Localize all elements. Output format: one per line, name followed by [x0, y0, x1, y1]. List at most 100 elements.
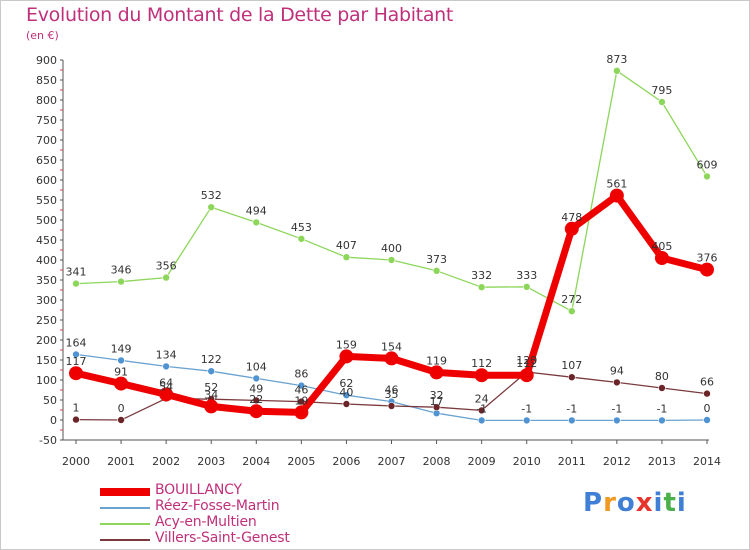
x-tick-label: 2004 [242, 455, 270, 468]
data-point-acy-en-multien [207, 203, 216, 211]
logo-letter: r [603, 488, 617, 518]
data-point-villers-saint-genest [297, 397, 306, 406]
data-label-villers-saint-genest: 52 [204, 381, 218, 394]
y-tick-label: 700 [36, 134, 57, 147]
data-label-bouillancy: 19 [294, 394, 308, 407]
data-point-acy-en-multien [117, 277, 125, 286]
y-tick-label: 50 [43, 394, 57, 407]
data-label-acy-en-multien: 795 [651, 84, 672, 97]
x-tick-label: 2011 [558, 455, 586, 468]
data-label-reez-fosse-martin: -1 [566, 402, 577, 415]
y-tick-label: 200 [36, 334, 57, 347]
legend-swatch [100, 506, 150, 510]
axes: -500501001502002503003504004505005506006… [36, 54, 721, 468]
data-label-acy-en-multien: 532 [201, 189, 222, 202]
data-point-bouillancy [429, 365, 444, 380]
data-label-villers-saint-genest: 24 [475, 392, 489, 405]
data-point-villers-saint-genest [567, 373, 576, 382]
x-tick-label: 2010 [513, 455, 541, 468]
data-point-villers-saint-genest [387, 402, 396, 410]
data-point-acy-en-multien [522, 282, 531, 291]
y-tick-label: 0 [50, 414, 57, 427]
legend-label: Villers-Saint-Genest [155, 530, 290, 546]
data-point-reez-fosse-martin [117, 356, 125, 365]
data-label-bouillancy: 117 [66, 355, 87, 368]
data-point-bouillancy [654, 251, 669, 265]
data-point-reez-fosse-martin [522, 416, 531, 425]
series-reez-fosse-martin [72, 350, 711, 425]
logo-letter: o [616, 488, 636, 518]
data-label-bouillancy: 159 [336, 338, 357, 351]
data-label-bouillancy: 112 [471, 357, 492, 370]
data-point-bouillancy [384, 351, 399, 366]
data-label-acy-en-multien: 873 [606, 53, 627, 66]
series-bouillancy [69, 188, 714, 420]
data-label-reez-fosse-martin: -1 [521, 402, 532, 415]
legend-label: BOUILLANCY [155, 482, 242, 498]
logo-letter: P [583, 488, 604, 518]
data-label-villers-saint-genest: 35 [385, 388, 399, 401]
y-tick-label: 350 [36, 274, 57, 287]
data-label-villers-saint-genest: 0 [118, 402, 125, 415]
series-acy-en-multien [72, 67, 711, 316]
data-point-villers-saint-genest [703, 389, 711, 398]
data-label-acy-en-multien: 407 [336, 239, 357, 252]
y-tick-label: 550 [36, 194, 57, 207]
data-label-villers-saint-genest: 120 [516, 354, 537, 367]
data-label-reez-fosse-martin: -1 [611, 402, 622, 415]
y-tick-label: 850 [36, 74, 57, 87]
data-point-acy-en-multien [613, 67, 621, 75]
data-label-reez-fosse-martin: 134 [156, 348, 177, 361]
data-label-villers-saint-genest: 49 [249, 382, 263, 395]
data-point-bouillancy [249, 404, 264, 419]
x-tick-label: 2006 [332, 455, 360, 468]
data-point-reez-fosse-martin [477, 416, 486, 425]
data-point-villers-saint-genest [72, 415, 80, 424]
legend-swatch [100, 488, 150, 496]
data-point-bouillancy [700, 262, 714, 277]
data-point-acy-en-multien [658, 98, 666, 106]
data-label-acy-en-multien: 494 [246, 204, 267, 217]
data-point-villers-saint-genest [613, 378, 621, 387]
data-label-acy-en-multien: 346 [111, 264, 132, 277]
data-point-reez-fosse-martin [567, 416, 576, 425]
data-label-bouillancy: 561 [606, 178, 627, 191]
y-tick-label: 800 [36, 94, 57, 107]
y-tick-label: 300 [36, 294, 57, 307]
y-tick-label: 600 [36, 174, 57, 187]
data-point-reez-fosse-martin [703, 416, 711, 424]
x-tick-label: 2002 [152, 455, 180, 468]
x-tick-label: 2009 [468, 455, 496, 468]
legend-item-acy-en-multien: Acy-en-Multien [100, 514, 360, 532]
data-label-bouillancy: 112 [516, 357, 537, 370]
legend-swatch [100, 538, 150, 542]
data-label-reez-fosse-martin: 149 [111, 342, 132, 355]
data-label-acy-en-multien: 272 [561, 293, 582, 306]
data-label-bouillancy: 405 [651, 240, 672, 253]
data-label-acy-en-multien: 333 [516, 269, 537, 282]
data-point-bouillancy [204, 399, 219, 414]
data-point-villers-saint-genest [342, 400, 351, 408]
data-point-reez-fosse-martin [658, 416, 666, 425]
legend-label: Acy-en-Multien [155, 514, 257, 530]
data-label-bouillancy: 154 [381, 340, 402, 353]
data-label-villers-saint-genest: 54 [159, 380, 173, 393]
data-label-reez-fosse-martin: 104 [246, 360, 267, 373]
data-label-bouillancy: 91 [114, 366, 128, 379]
data-point-acy-en-multien [477, 283, 486, 292]
data-point-reez-fosse-martin [613, 416, 621, 425]
data-point-bouillancy [564, 221, 579, 236]
data-label-acy-en-multien: 373 [426, 253, 447, 266]
x-tick-label: 2001 [107, 455, 135, 468]
legend-swatch [100, 522, 150, 526]
data-point-reez-fosse-martin [207, 367, 216, 376]
data-label-reez-fosse-martin: 86 [294, 368, 308, 381]
y-tick-label: 500 [36, 214, 57, 227]
data-label-villers-saint-genest: 80 [655, 370, 669, 383]
data-point-acy-en-multien [703, 172, 711, 181]
y-tick-label: 750 [36, 114, 57, 127]
chart-subtitle: (en €) [26, 29, 59, 42]
y-tick-label: -50 [39, 434, 57, 447]
data-point-bouillancy [159, 387, 174, 402]
